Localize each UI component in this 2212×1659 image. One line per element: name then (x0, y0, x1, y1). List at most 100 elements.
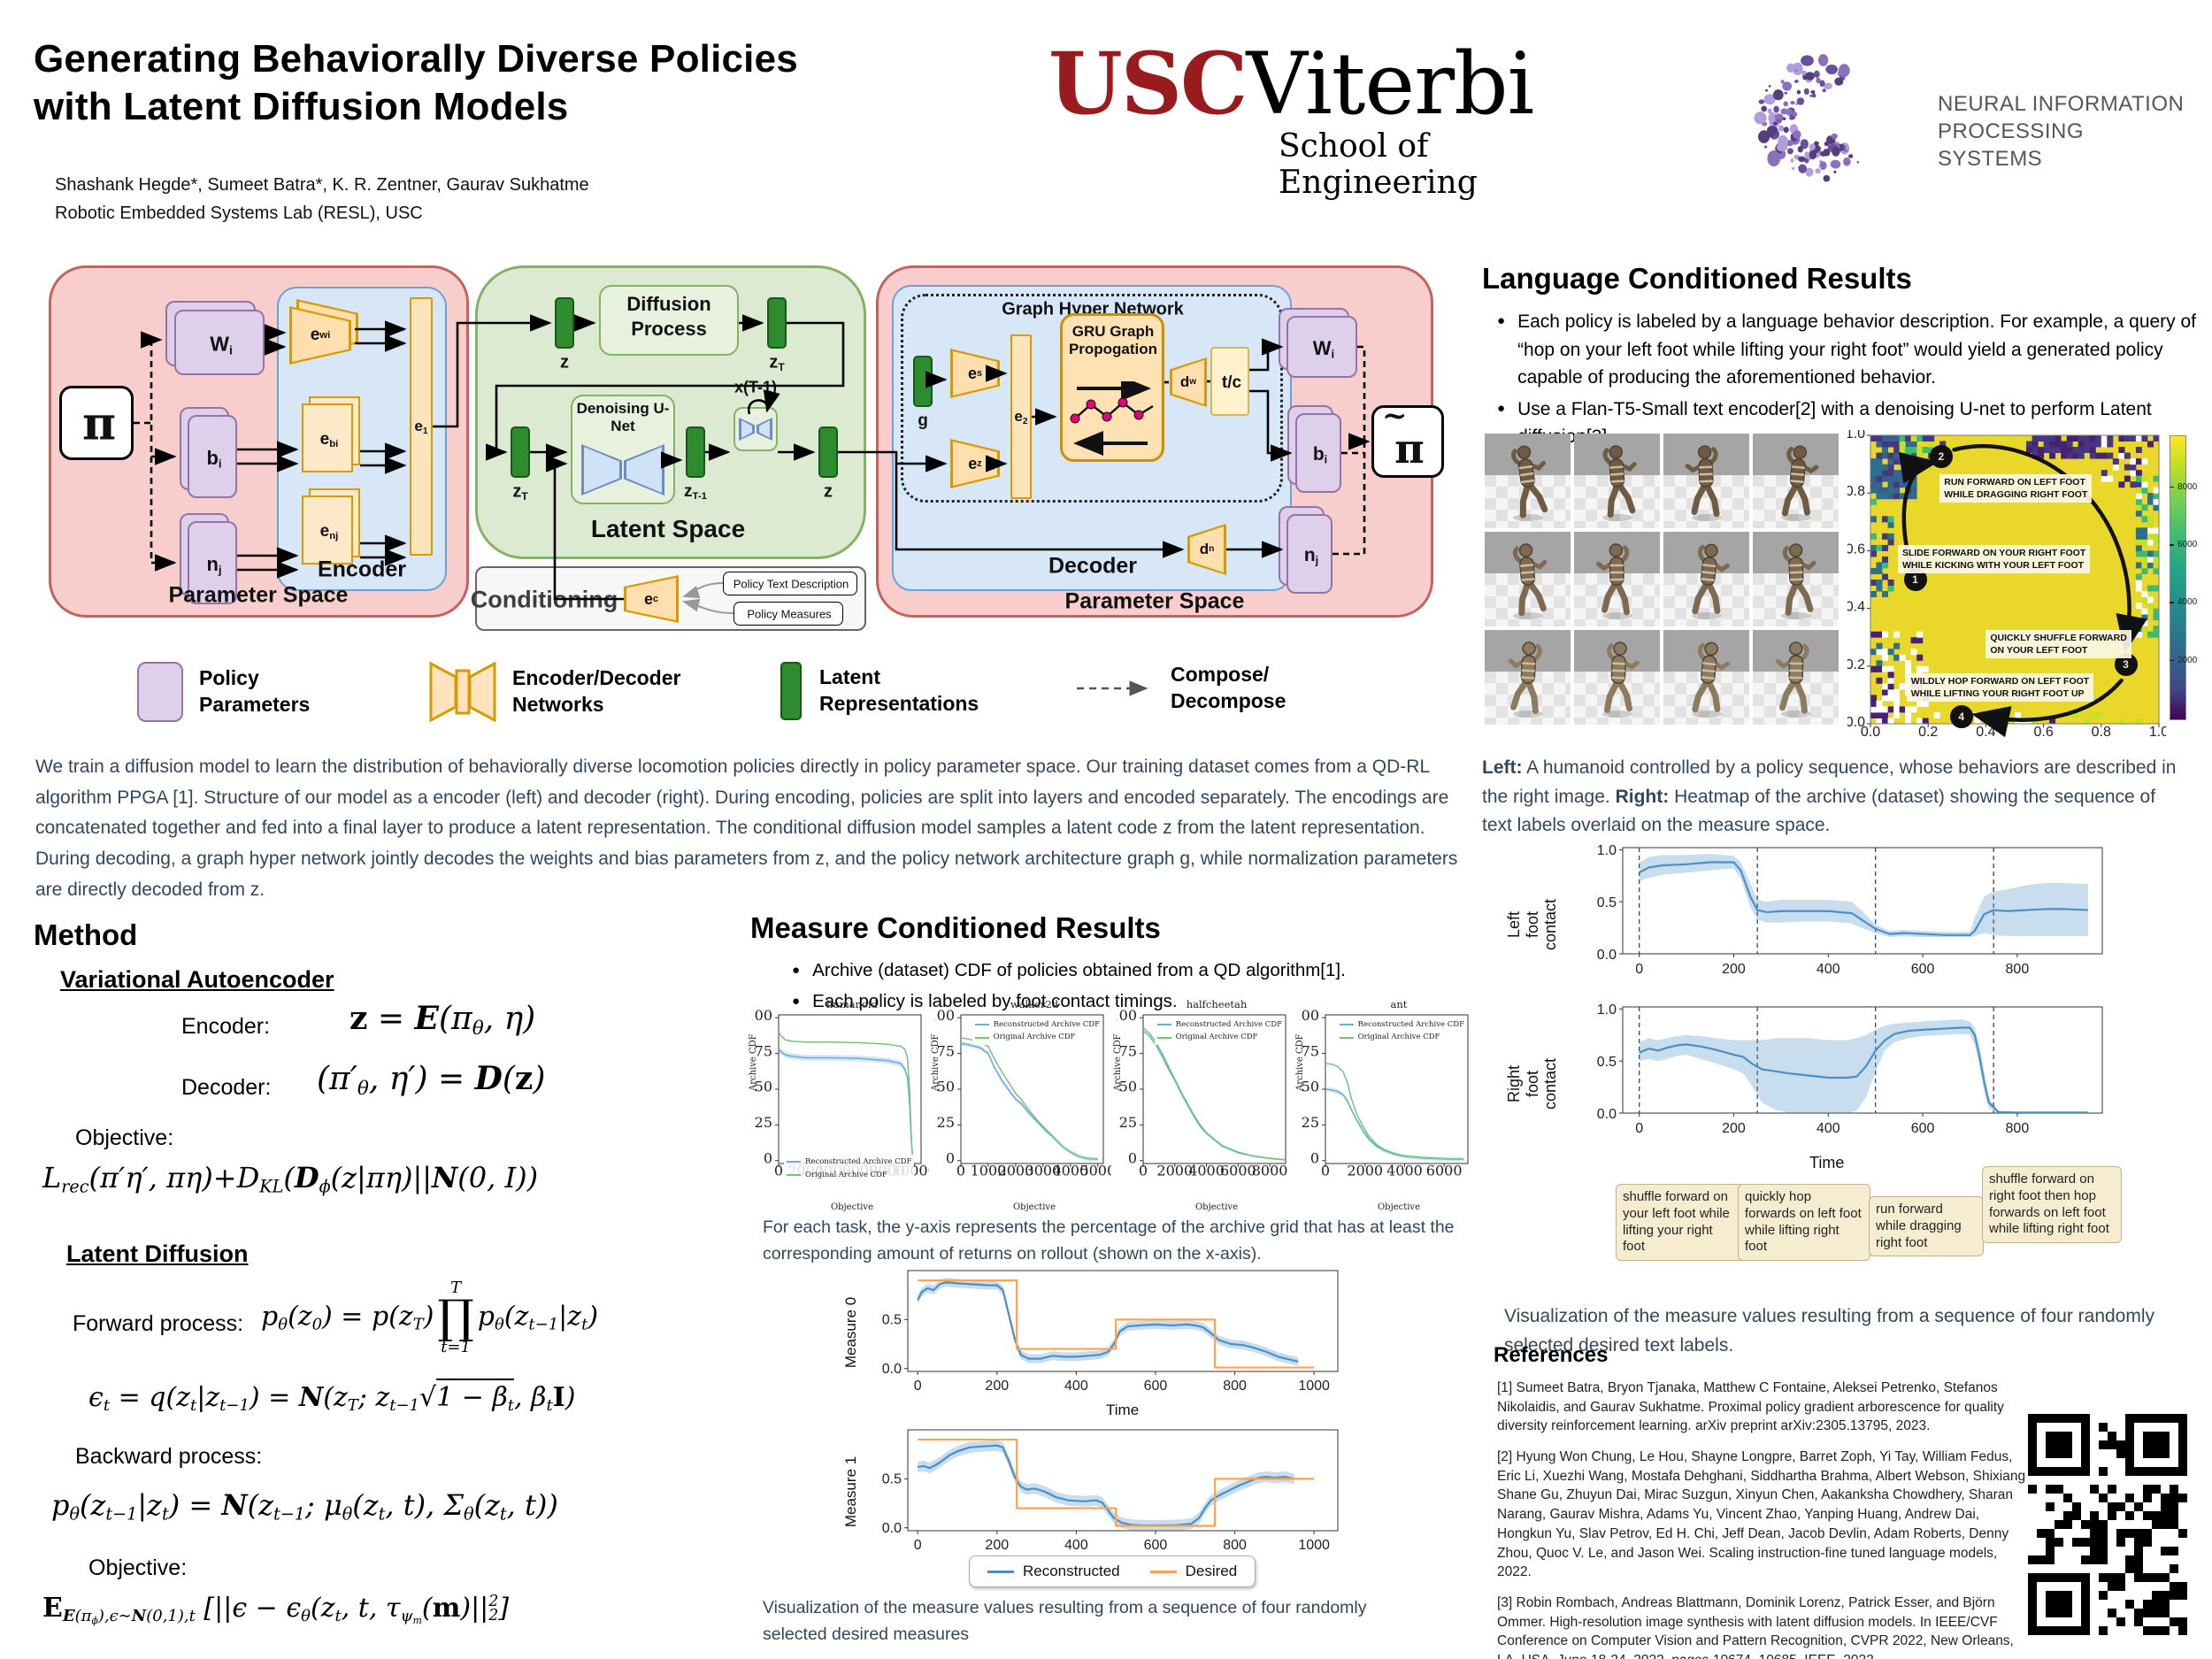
svg-text:0.8: 0.8 (2092, 725, 2111, 740)
svg-text:75: 75 (1302, 1042, 1319, 1059)
svg-text:0.5: 0.5 (882, 1313, 902, 1328)
svg-text:100: 100 (1299, 1010, 1319, 1024)
vae-objective-label: Objective: (75, 1125, 174, 1150)
decoder-eq-label: Decoder: (181, 1075, 272, 1100)
svg-text:75: 75 (1119, 1042, 1137, 1059)
decoder-label: Decoder (1048, 553, 1138, 579)
language-figure-caption: Left: A humanoid controlled by a policy … (1482, 757, 2177, 836)
svg-text:600: 600 (1911, 1121, 1935, 1136)
humanoid-frame (1485, 434, 1571, 528)
svg-text:0.0: 0.0 (1861, 725, 1880, 740)
language-results-heading: Language Conditioned Results (1482, 262, 1912, 295)
zt1-label: zT-1 (684, 482, 707, 503)
svg-text:50: 50 (1302, 1079, 1319, 1095)
svg-text:0: 0 (914, 1538, 922, 1553)
svg-text:8000: 8000 (1252, 1163, 1288, 1179)
svg-text:1000: 1000 (1298, 1379, 1330, 1394)
svg-text:50: 50 (1119, 1079, 1137, 1095)
svg-text:4000: 4000 (1188, 1163, 1225, 1179)
zt-latent-bar-top (767, 297, 787, 349)
denoising-unet-label: Denoising U-Net (576, 400, 670, 435)
svg-text:200: 200 (985, 1379, 1009, 1394)
encoder-label: Encoder (317, 557, 407, 582)
cdf-chart-humanoid: humanoid Archive CDF 0200040006000800010… (749, 998, 929, 1212)
decoder-equation: (π′θ, η′) = D(z) (317, 1060, 546, 1101)
encoder-eq-label: Encoder: (181, 1014, 271, 1039)
svg-text:0: 0 (1635, 1121, 1643, 1136)
language-sequence-caption: Visualization of the measure values resu… (1504, 1306, 2155, 1356)
svg-text:25: 25 (1119, 1114, 1137, 1131)
svg-text:0.2: 0.2 (1918, 725, 1938, 740)
forward-process-equation: pθ(z0) = p(zT) T ∏ t=1 pθ(zt−1|zt) (261, 1279, 599, 1357)
svg-text:75: 75 (755, 1042, 772, 1059)
humanoid-frame-grid (1485, 434, 1840, 725)
cdf-chart-ant: ant Archive CDF 02000400060000255075100 … (1295, 998, 1476, 1212)
svg-text:0: 0 (1635, 962, 1643, 977)
colorbar-ticks: 8000 6000 4000 2000 (2170, 435, 2212, 718)
svg-text:2000: 2000 (1347, 1163, 1383, 1179)
zt-latent-bar-bottom (511, 426, 530, 478)
svg-text:100: 100 (934, 1010, 955, 1024)
measure-legend: Reconstructed Desired (969, 1555, 1256, 1587)
svg-text:200: 200 (1722, 962, 1746, 977)
svg-text:800: 800 (2006, 962, 2030, 977)
cdf-caption: For each task, the y-axis represents the… (763, 1217, 1455, 1264)
vae-objective-equation: Lrec(π′η′, πη)+DKL(Dϕ(z|πη)||N(0, I)) (42, 1161, 539, 1197)
humanoid-frame (1663, 434, 1749, 528)
svg-text:0.0: 0.0 (882, 1521, 902, 1536)
svg-text:1000: 1000 (971, 1163, 1007, 1179)
usc-logo-text: USC (1048, 34, 1248, 134)
svg-text:0: 0 (764, 1149, 772, 1166)
noise-equation: ϵt = q(zt|zt−1) = N(zT; zt−1√1 − βt, βtI… (88, 1379, 575, 1414)
svg-text:600: 600 (1144, 1379, 1168, 1394)
text-label-box-3: run forward while dragging right foot (1869, 1196, 1984, 1257)
forward-process-label: Forward process: (73, 1311, 244, 1336)
legend-item-compose-decompose: Compose/Decompose (1075, 662, 1286, 715)
encoder-equation: z = E(πθ, η) (349, 1000, 536, 1041)
pi-tilde-glyph: π ~ (1382, 398, 1425, 472)
svg-text:0: 0 (1128, 1149, 1137, 1166)
svg-text:2000: 2000 (1156, 1163, 1193, 1179)
latent-representations-icon (780, 662, 802, 720)
svg-text:600: 600 (1144, 1538, 1168, 1553)
loop-count-label: x(T-1) (733, 378, 778, 396)
bullet-icon: ● (1497, 400, 1506, 416)
svg-text:400: 400 (1064, 1538, 1088, 1553)
zt-label-top: zT (769, 352, 785, 373)
e2-label: e2 (1014, 408, 1028, 426)
measure-caption: Visualization of the measure values resu… (763, 1598, 1367, 1645)
latent-space-label: Latent Space (590, 515, 746, 542)
references-heading: References (1494, 1343, 1609, 1367)
policy-measures-box: Policy Measures (733, 602, 843, 626)
nj-out-box: nj (1286, 514, 1333, 594)
humanoid-frame (1753, 532, 1839, 626)
svg-text:6000: 6000 (1426, 1163, 1463, 1179)
archive-heatmap: 0.0 0.2 0.4 0.6 0.8 1.0 0.0 0.2 0.4 0.6 0.8 1.0 1 SL… (1846, 426, 2169, 741)
abstract-paragraph: We train a diffusion model to learn the … (35, 757, 1458, 900)
svg-text:400: 400 (1064, 1379, 1088, 1394)
g-graph-bar (913, 356, 933, 407)
references-list: [1] Sumeet Batra, Bryon Tjanaka, Matthew… (1497, 1379, 2028, 1659)
svg-text:0.4: 0.4 (1847, 600, 1865, 615)
humanoid-frame (1663, 532, 1749, 626)
humanoid-frame (1574, 434, 1660, 528)
zt1-latent-bar (686, 426, 705, 478)
svg-text:1.0: 1.0 (2149, 725, 2166, 740)
ewi-encoder: e wi (289, 306, 351, 365)
svg-text:0.0: 0.0 (1597, 1107, 1617, 1122)
measure-bullets: ● Archive (dataset) CDF of policies obtai… (792, 957, 1464, 1019)
title-line2: with Latent Diffusion Models (34, 84, 569, 128)
compose-decompose-icon (1077, 680, 1148, 696)
svg-text:4000: 4000 (1386, 1163, 1423, 1179)
svg-text:0.5: 0.5 (882, 1472, 902, 1487)
vae-subheading: Variational Autoencoder (60, 966, 334, 993)
svg-text:0.0: 0.0 (1597, 948, 1617, 963)
method-heading: Method (34, 918, 138, 951)
svg-text:0.4: 0.4 (1976, 725, 1995, 740)
neurips-logo-icon (1754, 54, 1860, 182)
authors: Shashank Hegde*, Sumeet Batra*, K. R. Ze… (55, 175, 589, 195)
